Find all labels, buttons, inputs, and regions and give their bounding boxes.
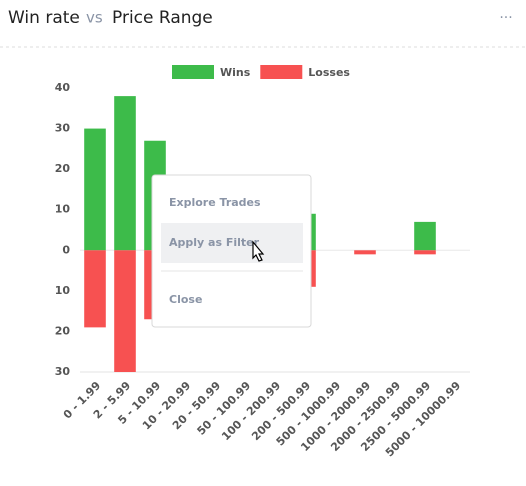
y-tick-label: 10 xyxy=(55,284,71,297)
legend-label: Losses xyxy=(308,66,350,79)
bar xyxy=(84,250,106,328)
legend-swatch xyxy=(172,65,214,79)
bar xyxy=(354,250,376,255)
bar xyxy=(114,96,136,251)
subject: Price Range xyxy=(112,8,213,28)
y-tick-label: 30 xyxy=(55,365,71,378)
y-tick-label: 0 xyxy=(62,243,70,256)
legend-label: Wins xyxy=(220,66,251,79)
menu-highlight xyxy=(161,223,303,263)
y-tick-label: 10 xyxy=(55,203,71,216)
more-menu[interactable]: ··· xyxy=(499,10,512,26)
bar xyxy=(414,221,436,251)
y-tick-label: 30 xyxy=(55,122,71,135)
menu-item[interactable]: Close xyxy=(169,293,202,306)
y-tick-label: 40 xyxy=(55,81,71,94)
bar xyxy=(84,128,106,251)
title: Win rate xyxy=(8,8,80,28)
bar xyxy=(114,250,136,372)
y-tick-label: 20 xyxy=(55,162,71,175)
menu-item[interactable]: Apply as Filter xyxy=(169,236,260,249)
cursor xyxy=(252,240,265,262)
y-tick-label: 20 xyxy=(55,324,71,337)
bar xyxy=(414,250,436,255)
menu-item[interactable]: Explore Trades xyxy=(169,196,261,209)
vs: vs xyxy=(86,9,103,27)
legend-swatch xyxy=(260,65,303,79)
